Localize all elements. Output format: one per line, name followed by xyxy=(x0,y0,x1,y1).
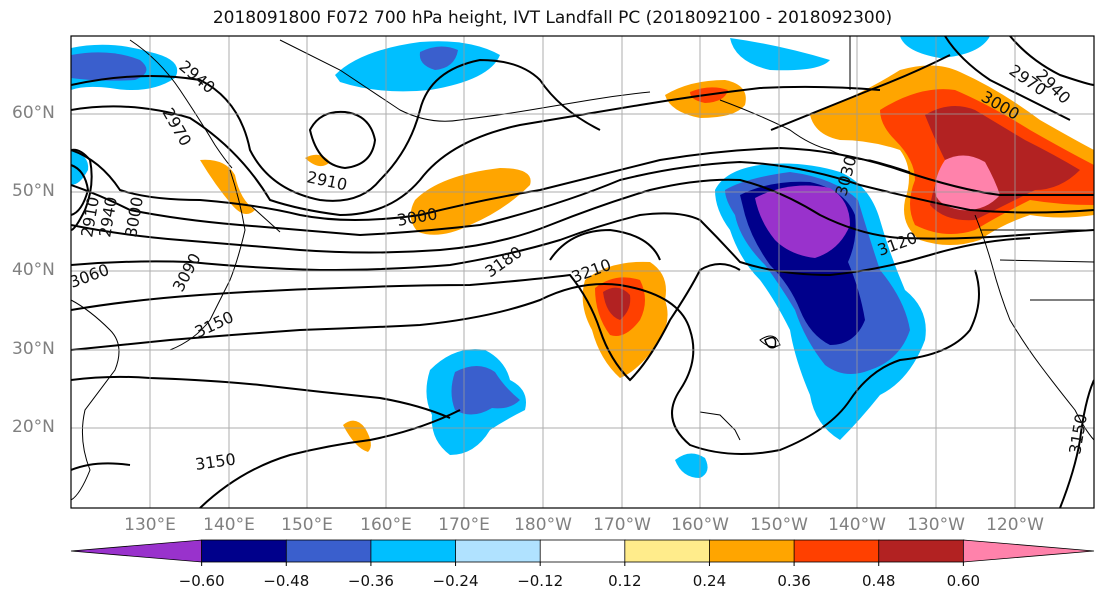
lon-label: 120°W xyxy=(986,515,1044,535)
lat-label: 30°N xyxy=(12,339,55,359)
colorbar-tick-label: 0.24 xyxy=(692,572,727,590)
shading-layer xyxy=(71,36,1094,478)
lon-label: 130°W xyxy=(907,515,965,535)
colorbar-cell xyxy=(709,539,795,563)
colorbar-tick-label: −0.48 xyxy=(263,572,310,590)
colorbar-cell xyxy=(793,539,880,563)
lat-label: 60°N xyxy=(12,103,55,123)
colorbar-cell xyxy=(962,539,1095,563)
colorbar-cell xyxy=(624,539,711,563)
lon-label: 170°W xyxy=(593,515,651,535)
colorbar-cell xyxy=(878,539,965,563)
colorbar-tick-label: −0.60 xyxy=(178,572,225,590)
lon-label: 140°W xyxy=(828,515,886,535)
colorbar-cell xyxy=(70,539,203,563)
colorbar-tick-label: −0.24 xyxy=(432,572,479,590)
lon-label: 180°W xyxy=(514,515,572,535)
colorbar-tick-label: −0.36 xyxy=(347,572,394,590)
colorbar-cell xyxy=(285,539,372,563)
colorbar-cell xyxy=(370,539,457,563)
lon-label: 160°E xyxy=(360,515,412,535)
lon-label: 140°E xyxy=(203,515,255,535)
lon-label: 160°W xyxy=(671,515,729,535)
colorbar-tick-label: 0.36 xyxy=(777,572,811,590)
map-title: 2018091800 F072 700 hPa height, IVT Land… xyxy=(212,8,893,28)
colorbar-cell xyxy=(539,539,626,563)
gridlines xyxy=(71,36,1094,508)
colorbar-cell xyxy=(455,539,542,563)
lat-label: 50°N xyxy=(12,181,55,201)
lon-label: 130°E xyxy=(124,515,176,535)
map-frame xyxy=(70,35,1095,509)
colorbar-tick-label: 0.48 xyxy=(862,572,896,590)
lat-label: 40°N xyxy=(12,260,55,280)
lon-label: 170°E xyxy=(438,515,490,535)
contour-lines xyxy=(71,36,1094,508)
lon-label: 150°E xyxy=(281,515,333,535)
colorbar-tick-label: −0.12 xyxy=(517,572,564,590)
colorbar-cell xyxy=(201,539,288,563)
lat-label: 20°N xyxy=(12,417,55,437)
colorbar-tick-label: 0.12 xyxy=(608,572,642,590)
lon-label: 150°W xyxy=(750,515,808,535)
coastlines xyxy=(71,36,1094,501)
colorbar-tick-label: 0.60 xyxy=(946,572,981,590)
